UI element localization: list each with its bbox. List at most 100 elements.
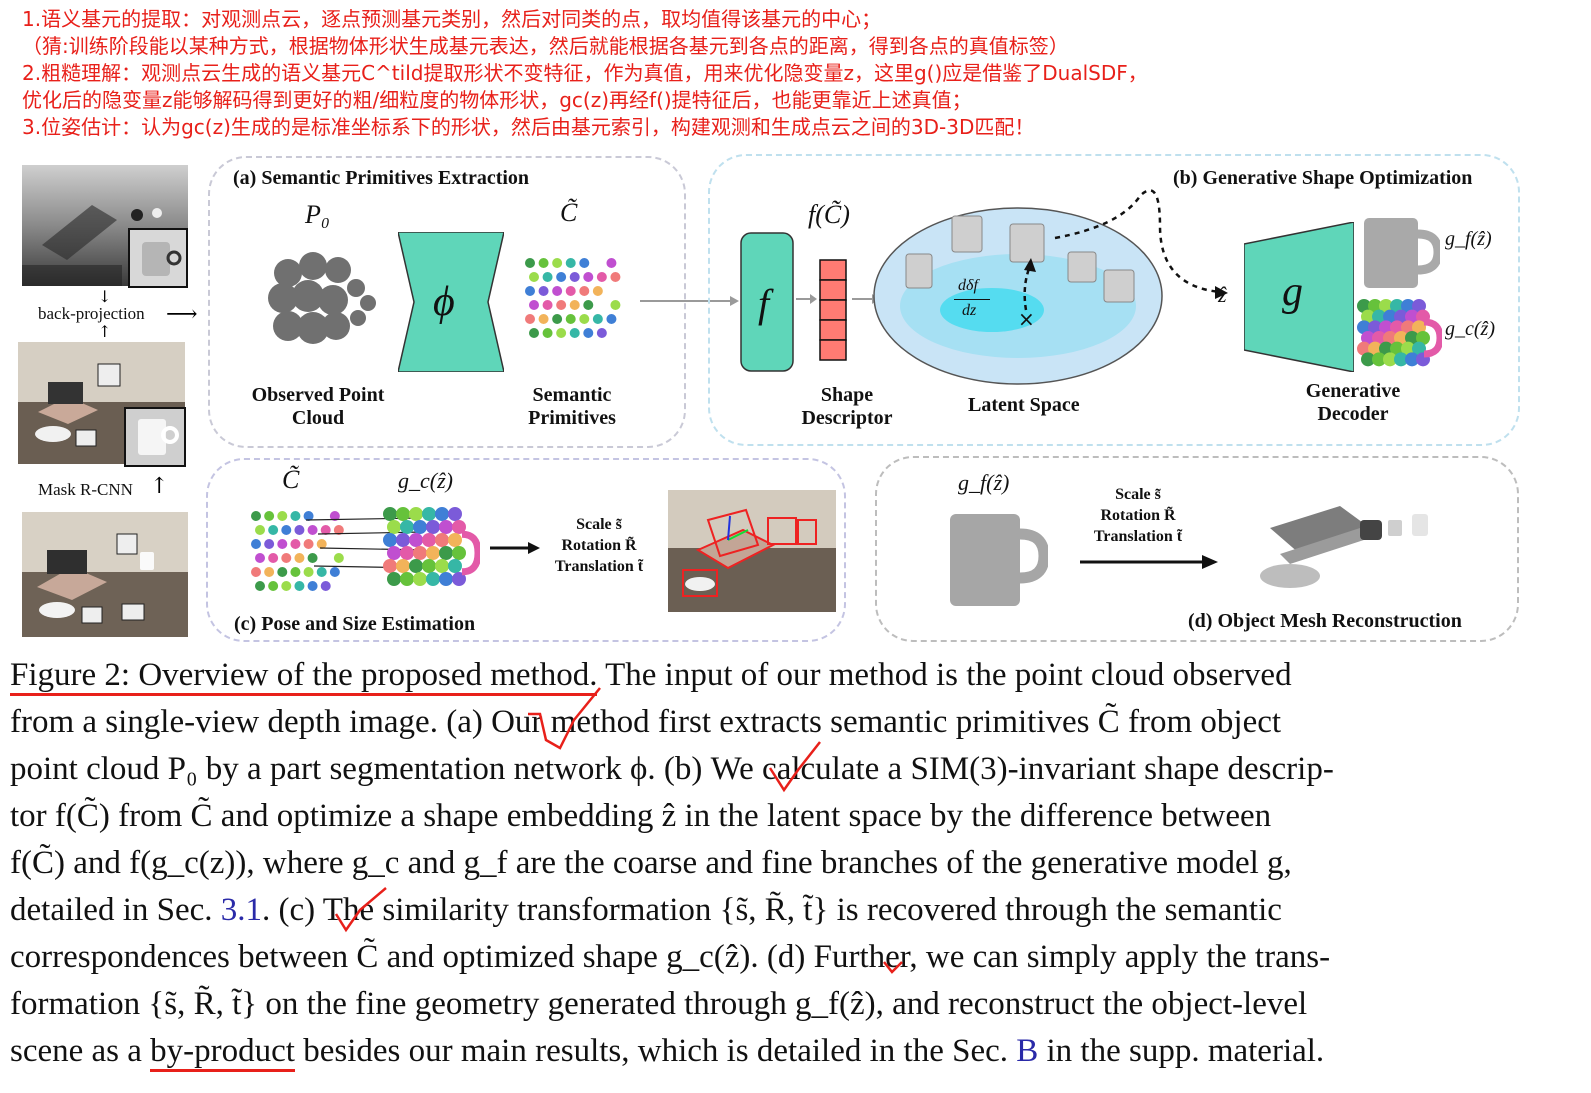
- primitives-source: [251, 511, 344, 591]
- primitive-sphere: [565, 314, 576, 324]
- c-tilde-symbol: C̃: [560, 198, 578, 227]
- g-symbol: g: [1282, 269, 1303, 315]
- note-line-1: 1.语义基元的提取：对观测点云，逐点预测基元类别，然后对同类的点，取均值得该基元…: [22, 7, 882, 31]
- primitive-sphere: [320, 581, 331, 591]
- primitive-sphere: [316, 567, 327, 577]
- pose-scene: [668, 490, 836, 612]
- primitive-sphere: [579, 258, 590, 268]
- f-network: [740, 232, 794, 372]
- arrow-up-2: ↑: [150, 474, 169, 499]
- primitive-sphere: [329, 511, 340, 521]
- arrow-a-to-b: [640, 296, 739, 306]
- primitive-sphere: [583, 272, 594, 282]
- by-product-underlined: by-product: [150, 1033, 295, 1072]
- primitive-sphere: [529, 328, 539, 338]
- primitive-sphere: [383, 533, 397, 547]
- z-hat-symbol: ẑ: [1218, 282, 1227, 307]
- latent-space: ×: [873, 207, 1163, 385]
- gc-symbol: g_c(ẑ): [1445, 318, 1495, 340]
- panel-d-title: (d) Object Mesh Reconstruction: [1188, 610, 1462, 632]
- primitive-sphere: [281, 553, 292, 563]
- primitive-sphere: [413, 546, 427, 560]
- primitive-sphere: [320, 525, 331, 535]
- primitive-sphere: [552, 314, 563, 324]
- primitive-sphere: [294, 581, 305, 591]
- dashed-path-to-z: [1054, 189, 1228, 299]
- primitive-sphere: [592, 314, 603, 324]
- panel-d-object-mesh-reconstruction: [875, 456, 1519, 642]
- primitive-sphere: [606, 258, 617, 268]
- primitive-sphere: [529, 300, 539, 310]
- primitive-sphere: [1368, 299, 1382, 313]
- primitive-sphere: [268, 553, 279, 563]
- primitive-sphere: [1412, 320, 1426, 335]
- primitive-sphere: [400, 546, 414, 560]
- primitive-sphere: [452, 546, 466, 560]
- primitive-sphere: [448, 533, 462, 547]
- pose-estimation-result: [668, 490, 836, 612]
- primitive-sphere: [294, 553, 305, 563]
- primitive-sphere: [1361, 331, 1375, 345]
- primitive-sphere: [1361, 352, 1375, 367]
- pose-params-d: Scale s̃ Rotation R̃ Translation t̃: [1093, 486, 1183, 545]
- section-link-3-1[interactable]: 3.1: [220, 892, 263, 928]
- primitive-sphere: [579, 286, 590, 296]
- primitive-sphere: [538, 258, 549, 268]
- primitive-sphere: [422, 559, 436, 573]
- primitive-sphere: [400, 572, 414, 586]
- arrow-up-1: ↑: [98, 322, 112, 341]
- primitive-sphere: [542, 272, 553, 282]
- back-projection-label: back-projection: [38, 304, 145, 323]
- primitive-sphere: [383, 559, 397, 573]
- primitive-sphere: [610, 300, 621, 310]
- mug-crop: [124, 407, 186, 467]
- primitive-sphere: [596, 272, 607, 282]
- primitive-sphere: [569, 328, 580, 338]
- fine-mug-output: [1364, 218, 1440, 288]
- primitive-sphere: [1361, 309, 1375, 324]
- primitive-sphere: [435, 507, 449, 521]
- primitive-sphere: [556, 300, 567, 310]
- primitive-sphere: [552, 258, 563, 268]
- primitive-sphere: [426, 572, 440, 586]
- primitive-sphere: [409, 559, 423, 573]
- arrow-f-to-descriptor: [796, 294, 817, 304]
- caption-line-1: Figure 2: Overview of the proposed metho…: [10, 652, 1555, 699]
- shape-descriptor-vector: [819, 259, 847, 361]
- semantic-primitives-cloud: [525, 258, 621, 338]
- primitive-sphere: [435, 533, 449, 547]
- panel-a-title: (a) Semantic Primitives Extraction: [233, 167, 530, 189]
- depth-crop: [128, 228, 188, 288]
- reconstructed-scene: [1260, 506, 1428, 588]
- primitive-sphere: [610, 272, 621, 282]
- p0-symbol: P₀: [305, 200, 330, 229]
- panel-b-generative-shape-optimization: [708, 154, 1520, 446]
- primitive-sphere: [556, 272, 567, 282]
- primitive-sphere: [448, 559, 462, 573]
- caption-line-9: scene as a by-product besides our main r…: [10, 1028, 1555, 1075]
- primitive-sphere: [281, 581, 292, 591]
- depth-image-scene: [22, 165, 188, 286]
- primitive-sphere: [448, 507, 462, 521]
- primitive-sphere: [255, 581, 265, 591]
- d-delta-f-symbol: dδf: [958, 277, 978, 294]
- primitive-sphere: [413, 572, 427, 586]
- primitive-sphere: [1379, 299, 1393, 313]
- primitive-sphere: [1394, 309, 1408, 324]
- primitive-sphere: [329, 567, 340, 577]
- primitive-sphere: [583, 328, 594, 338]
- generative-decoder-label: Generative Decoder: [1305, 380, 1401, 425]
- primitive-sphere: [1372, 309, 1386, 324]
- primitive-sphere: [255, 553, 265, 563]
- primitive-sphere: [290, 511, 301, 521]
- primitive-sphere: [316, 539, 327, 549]
- primitive-sphere: [290, 567, 301, 577]
- semantic-primitives-label: Semantic Primitives: [528, 384, 616, 429]
- coarse-mug-output: [1357, 299, 1442, 367]
- primitive-sphere: [307, 553, 318, 563]
- section-link-b[interactable]: B: [1016, 1033, 1039, 1069]
- primitive-sphere: [435, 559, 449, 573]
- rgb-image: [22, 512, 188, 637]
- primitive-sphere: [387, 520, 401, 534]
- primitive-sphere: [1357, 320, 1371, 335]
